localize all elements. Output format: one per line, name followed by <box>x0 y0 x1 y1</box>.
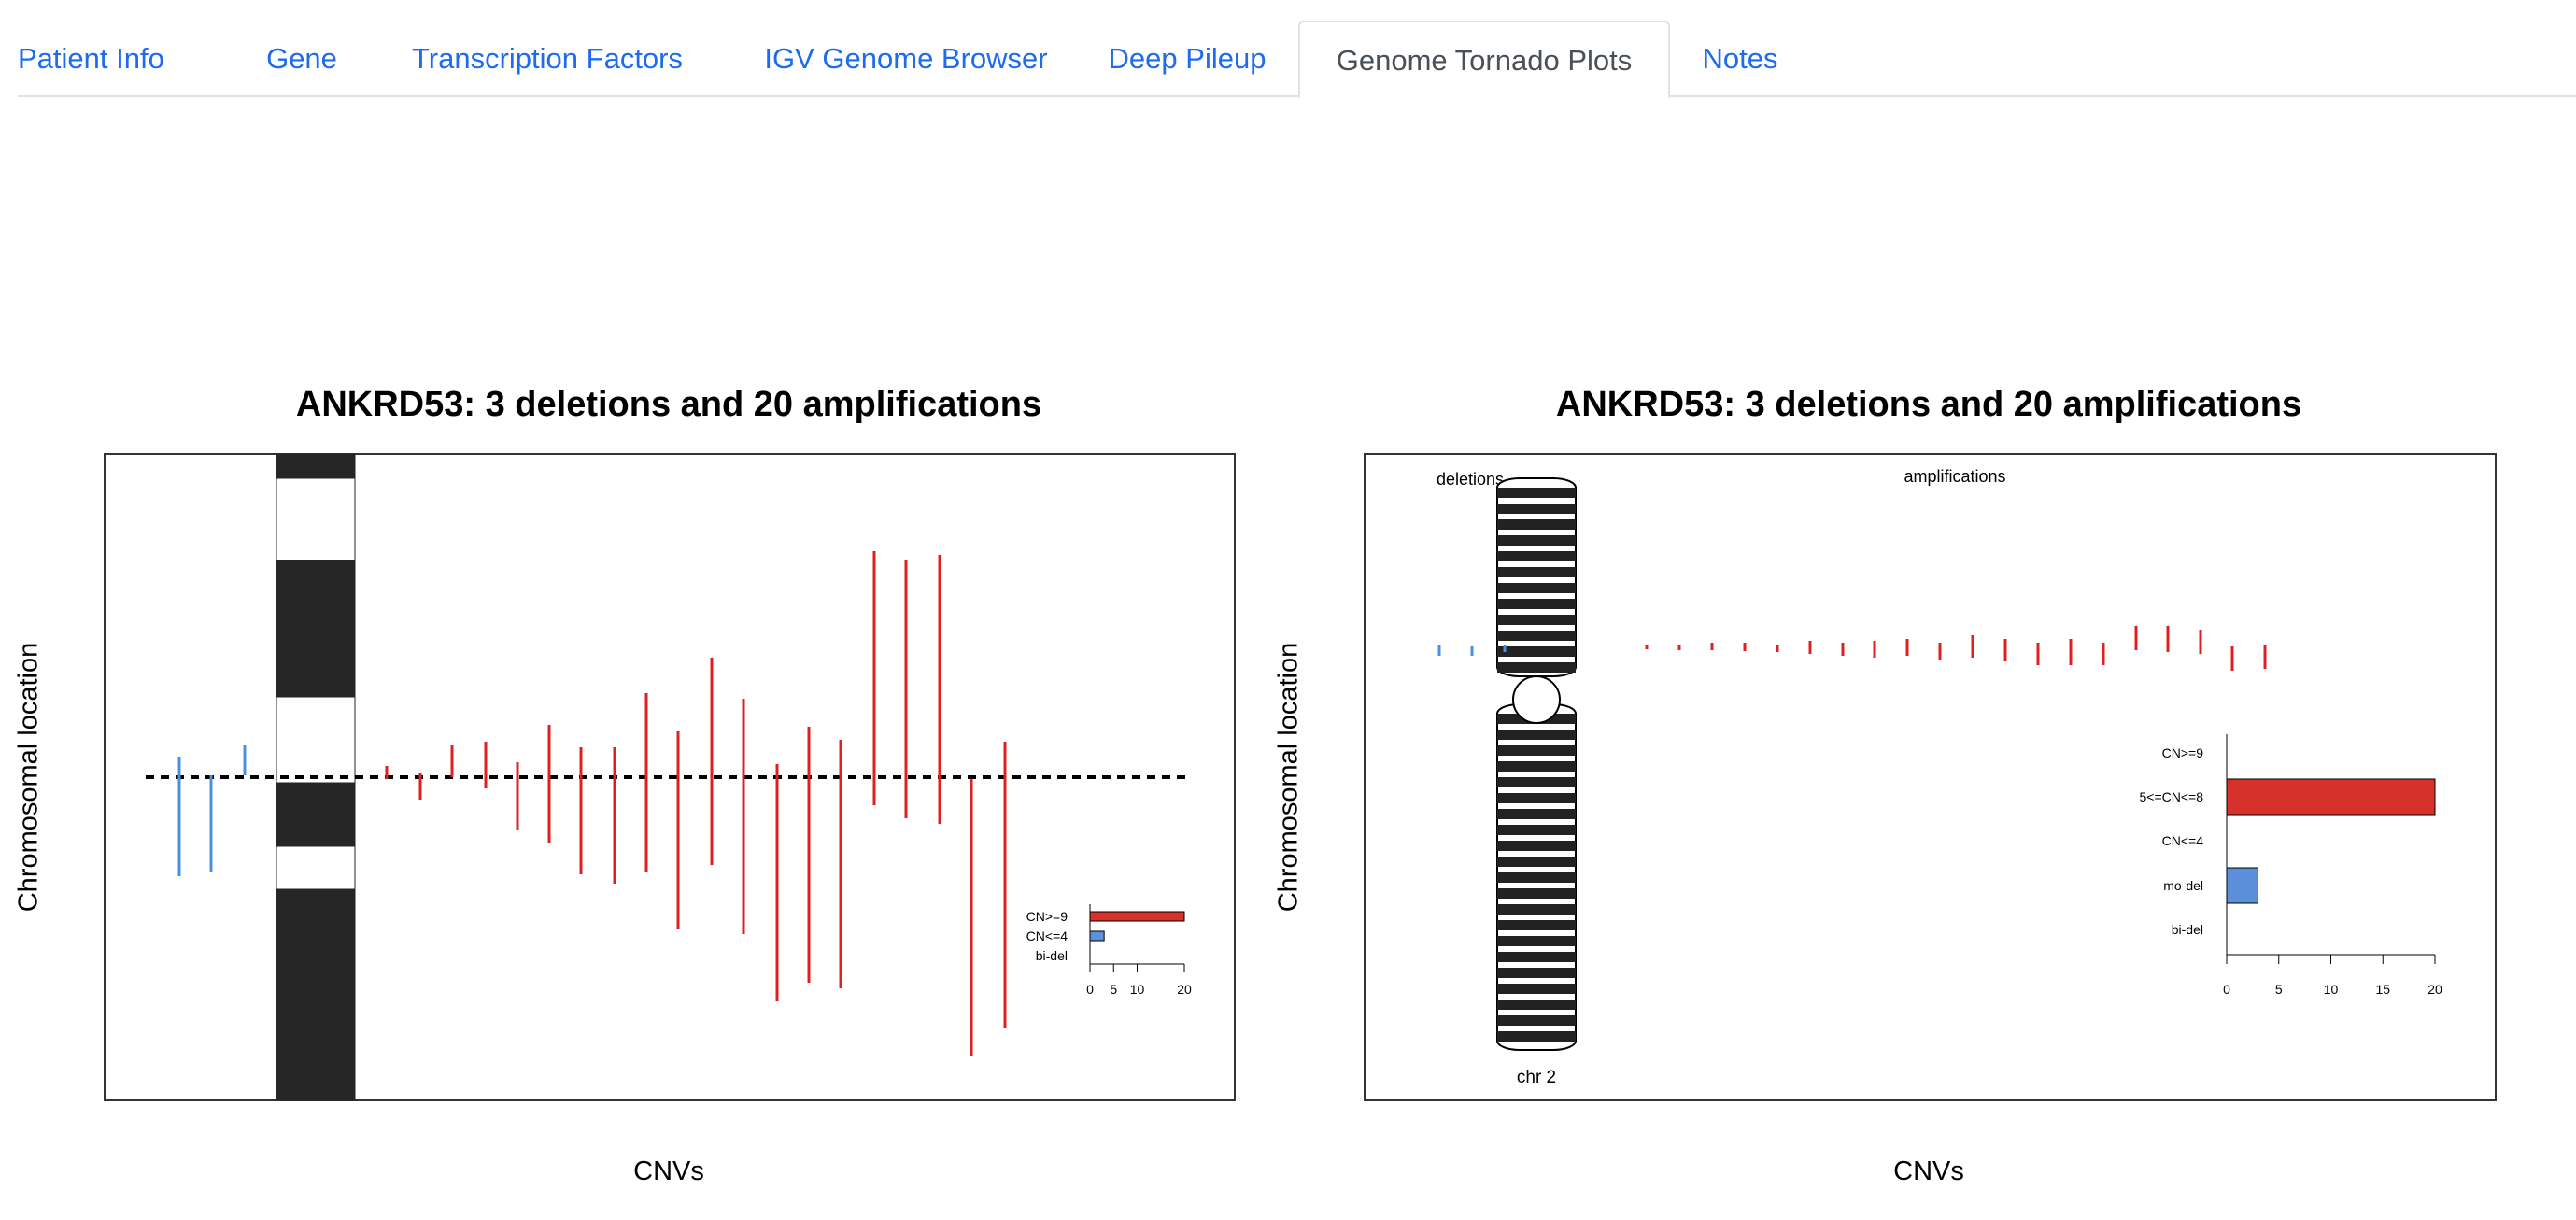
plot1-chromosome-band <box>276 845 356 890</box>
plot1-legend-label: CN<=4 <box>1026 929 1069 943</box>
plot2-chromosome-band <box>1497 920 1576 930</box>
plot2-chromosome-band <box>1497 583 1576 593</box>
tab-patient-info[interactable]: Patient Info <box>18 42 164 75</box>
plot2-chromosome-band <box>1497 872 1576 883</box>
plot2-chromosome-band <box>1497 904 1576 915</box>
plot2-chromosome-band <box>1497 793 1576 803</box>
plot2-chromosome-band <box>1497 761 1576 772</box>
plot2-chromosome-band <box>1497 1000 1576 1010</box>
plot2-legend-tick-label: 10 <box>2324 982 2339 997</box>
plot2-legend-label: 5<=CN<=8 <box>2140 789 2204 804</box>
plot1-legend-tick-label: 0 <box>1086 982 1094 997</box>
plot2-chromosome-band <box>1497 599 1576 609</box>
plot2-chromosome-band <box>1497 841 1576 851</box>
tab-gene[interactable]: Gene <box>266 42 337 75</box>
plot2-amplifications-label: amplifications <box>1904 467 2005 486</box>
plot2-chromosome-band <box>1497 615 1576 625</box>
plot2-chromosome-label: chr 2 <box>1517 1068 1556 1087</box>
plot2-chromosome-band <box>1497 488 1576 498</box>
plot1-legend-tick-label: 20 <box>1177 982 1192 997</box>
plot1-chromosome-band <box>276 888 356 1101</box>
plot2-chromosome-band <box>1497 1015 1576 1026</box>
plot2-legend-label: bi-del <box>2172 922 2203 937</box>
plot2-chromosome-band <box>1497 809 1576 819</box>
plot2-chromosome-band <box>1497 984 1576 994</box>
plot2-chromosome-band <box>1497 535 1576 546</box>
tab-notes[interactable]: Notes <box>1702 42 1778 75</box>
plot2-legend-tick-label: 5 <box>2275 982 2283 997</box>
plot2-chromosome-band <box>1497 662 1576 673</box>
tab-igv-genome-browser[interactable]: IGV Genome Browser <box>764 42 1048 75</box>
tab-genome-tornado-plots[interactable]: Genome Tornado Plots <box>1298 21 1670 99</box>
plot1-x-axis-label: CNVs <box>633 1156 704 1186</box>
plot1-legend-tick-label: 5 <box>1110 982 1117 997</box>
plot1-chromosome-band <box>276 782 356 847</box>
plot2-legend-tick-label: 0 <box>2223 982 2230 997</box>
tab-deep-pileup[interactable]: Deep Pileup <box>1108 42 1267 75</box>
plot2-centromere <box>1512 675 1561 724</box>
plot1-chromosome-band <box>276 477 356 561</box>
plot2-x-axis-label: CNVs <box>1893 1156 1964 1186</box>
plot2-chromosome-band <box>1497 777 1576 787</box>
plot2-chromosome-band <box>1497 730 1576 740</box>
plot2-chromosome-band <box>1497 551 1576 561</box>
plot2-legend-label: mo-del <box>2163 878 2203 893</box>
plot2-chromosome-band <box>1497 968 1576 978</box>
plot2-chromosome-band <box>1497 631 1576 641</box>
plot1-chromosome-band <box>276 560 356 698</box>
plot2-chromosome-band <box>1497 519 1576 530</box>
plot2-legend-label: CN>=9 <box>2162 745 2204 760</box>
plot1-chromosome-band <box>276 696 356 784</box>
plot2-chromosome-band <box>1497 952 1576 962</box>
plot2-chromosome-band <box>1497 1031 1576 1042</box>
plot2-legend-bar <box>2226 867 2258 904</box>
plot2-legend-tick-label: 20 <box>2427 982 2442 997</box>
plot2-deletions-label: deletions <box>1437 470 1504 489</box>
plot2-chromosome-band <box>1497 745 1576 756</box>
plot2-legend-bar <box>2226 778 2436 816</box>
plot2-chromosome-band <box>1497 567 1576 577</box>
plot2-legend-label: CN<=4 <box>2162 833 2204 848</box>
plot1-legend-label: bi-del <box>1036 948 1068 963</box>
plot2-chromosome-band <box>1497 646 1576 657</box>
plot2-chromosome-band <box>1497 825 1576 835</box>
plot2-title: ANKRD53: 3 deletions and 20 amplificatio… <box>1555 385 2302 424</box>
plot1-legend-tick-label: 10 <box>1130 982 1145 997</box>
plot1-chromosome-band <box>276 453 356 479</box>
plot1-title: ANKRD53: 3 deletions and 20 amplificatio… <box>295 385 1042 424</box>
plot2-chromosome-band <box>1497 504 1576 514</box>
tab-transcription-factors[interactable]: Transcription Factors <box>412 42 683 75</box>
plot2-chromosome-band <box>1497 888 1576 899</box>
plot2-chromosome-band <box>1497 857 1576 867</box>
plot1-legend-label: CN>=9 <box>1026 909 1069 924</box>
tab-bar: Patient Info Gene Transcription Factors … <box>18 21 2576 99</box>
plot2-legend-tick-label: 15 <box>2375 982 2390 997</box>
plot2-chromosome-band <box>1497 936 1576 946</box>
